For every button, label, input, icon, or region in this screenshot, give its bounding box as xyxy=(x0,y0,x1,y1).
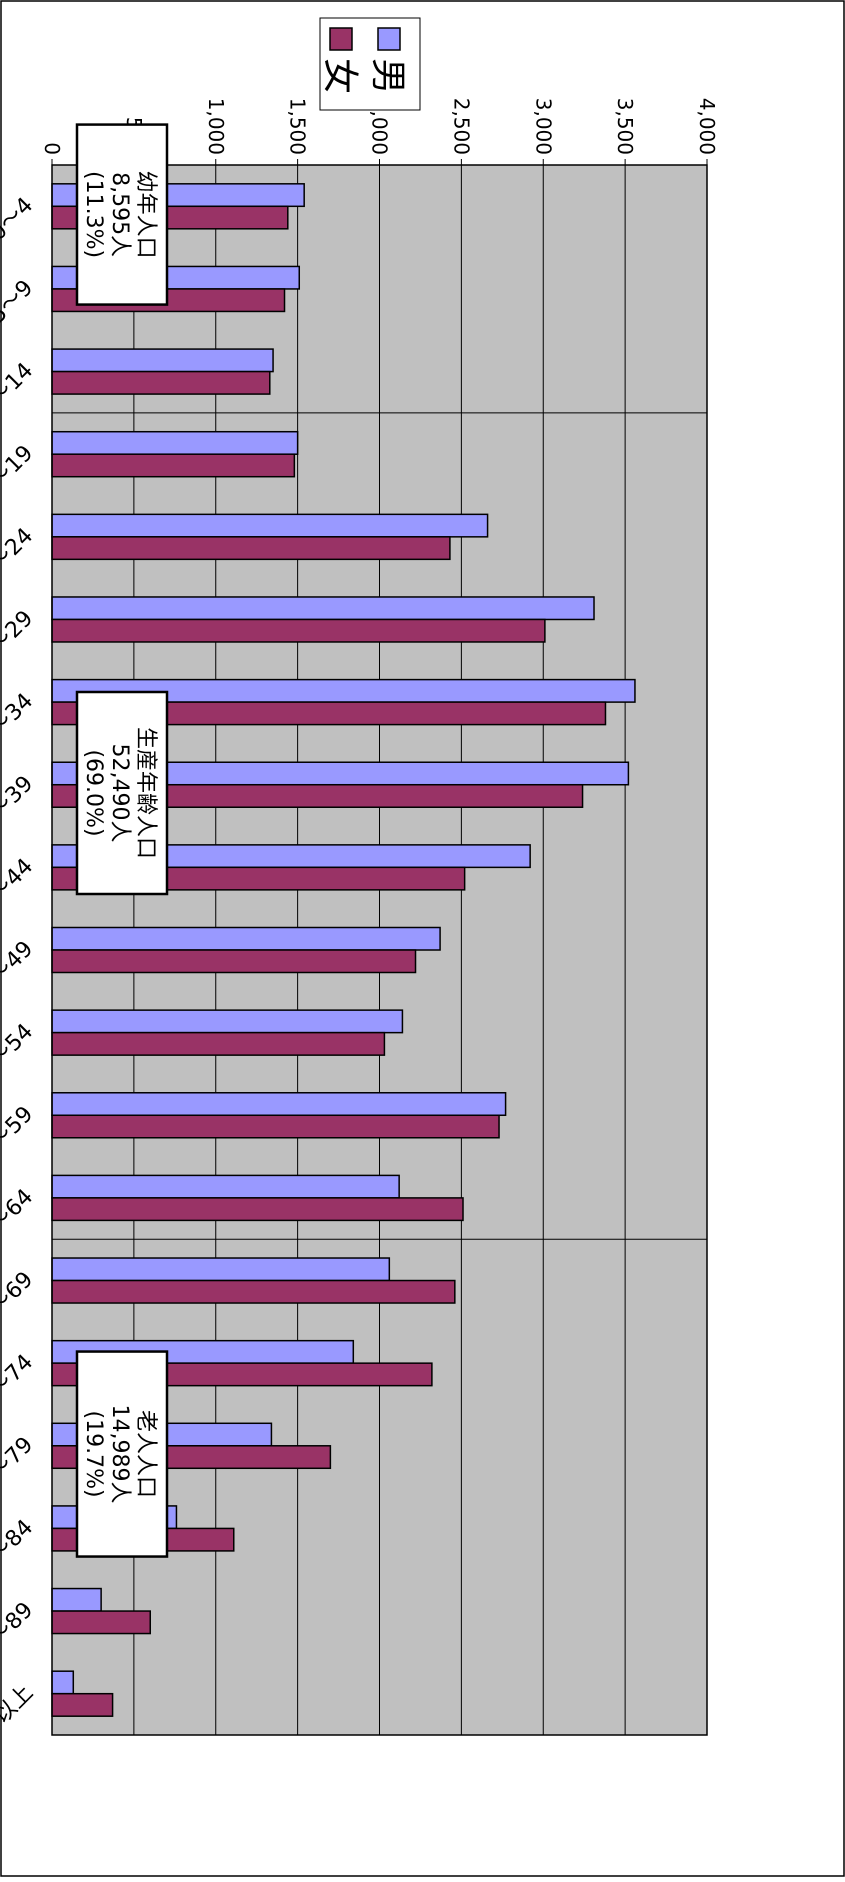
annotation-line: 52,490人 xyxy=(107,744,132,843)
annotation-line: (69.0%) xyxy=(81,749,106,836)
bar-male xyxy=(51,1092,507,1117)
bar-female xyxy=(51,949,417,974)
chart-rotated-group: 05001,0001,5002,0002,5003,0003,5004,000 … xyxy=(0,17,719,1749)
group-dividers xyxy=(52,412,707,1240)
annotation-line: (19.7%) xyxy=(81,1411,106,1498)
bar-male xyxy=(51,926,441,951)
bar-female xyxy=(51,1279,456,1304)
value-tick-label: 2,500 xyxy=(449,98,473,155)
annotation-line: 生産年齢人口 xyxy=(133,727,158,859)
bar-male xyxy=(51,1174,400,1199)
value-tick-label: 1,500 xyxy=(286,98,310,155)
bar-female xyxy=(51,618,546,643)
bar-female xyxy=(51,453,296,478)
annotation-line: 老人人口 xyxy=(133,1410,158,1498)
bar-female xyxy=(51,370,271,395)
bar-female xyxy=(51,1197,464,1222)
annotation-box xyxy=(75,1350,169,1558)
bar-male xyxy=(51,1587,102,1612)
value-tick-label: 0 xyxy=(40,142,64,155)
bar-male xyxy=(51,596,595,621)
legend-swatch-male xyxy=(377,27,401,51)
bar-female xyxy=(51,1692,114,1717)
bar-male xyxy=(51,348,274,373)
legend-label-male: 男 xyxy=(367,58,408,94)
annotation-line: (11.3%) xyxy=(81,171,106,258)
bar-male xyxy=(51,430,299,455)
bar-female xyxy=(51,536,451,561)
value-tick-label: 3,500 xyxy=(613,98,637,155)
annotation-line: 幼年人口 xyxy=(133,171,158,259)
bar-female xyxy=(51,1114,500,1139)
legend-swatch-female xyxy=(329,27,353,51)
annotation-line: 14,989人 xyxy=(107,1405,132,1504)
bar-male xyxy=(51,513,489,538)
value-tick-label: 4,000 xyxy=(695,98,719,155)
value-tick-label: 1,000 xyxy=(204,98,228,155)
bar-female xyxy=(51,1610,151,1635)
legend-label-female: 女 xyxy=(319,58,360,94)
annotation-box xyxy=(75,123,169,306)
legend: 男女 xyxy=(319,17,421,111)
annotation-box xyxy=(75,690,169,896)
bar-male xyxy=(51,1257,391,1282)
bar-male xyxy=(51,1670,75,1695)
bar-female xyxy=(51,1031,386,1056)
bar-male xyxy=(51,1009,404,1034)
annotation-line: 8,595人 xyxy=(107,172,132,257)
value-tick-label: 3,000 xyxy=(531,98,555,155)
